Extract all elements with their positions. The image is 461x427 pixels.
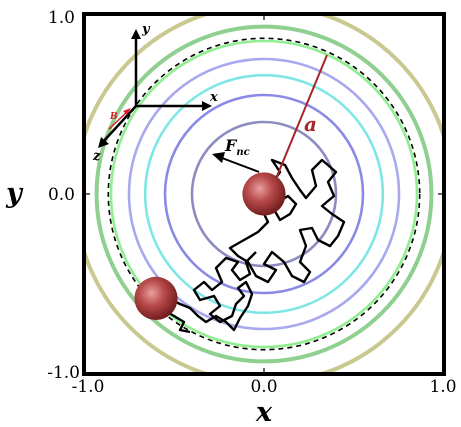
field-ring-1	[190, 120, 338, 268]
y-axis-label: y	[5, 178, 24, 209]
ytick-bottom: -1.0	[47, 363, 80, 383]
particles	[134, 172, 286, 320]
field-ring-2	[163, 93, 365, 295]
field-ring-4	[127, 57, 401, 331]
field-ring-3	[143, 73, 385, 315]
force-arrow	[221, 157, 260, 173]
random-walk-trajectory	[228, 158, 346, 284]
frame-z-label: z	[92, 149, 101, 164]
radius-label: a	[304, 112, 317, 136]
frame-x-label: x	[209, 90, 218, 105]
xtick-right: 1.0	[429, 377, 456, 397]
tick-marks	[84, 14, 444, 374]
xtick-left: -1.0	[72, 377, 105, 397]
field-label: B	[109, 112, 118, 122]
frame-y-label: y	[141, 22, 151, 37]
center-sphere	[242, 172, 286, 216]
x-axis-label: x	[255, 397, 273, 427]
field-ring-5	[109, 39, 419, 349]
field-arrow	[108, 110, 129, 130]
boundary-circle	[107, 37, 421, 351]
edge-sphere	[134, 276, 178, 320]
xtick-mid: 0.0	[250, 377, 277, 397]
radius-line	[267, 54, 328, 199]
ytick-mid: 0.0	[48, 185, 75, 205]
field-ring-6	[94, 24, 434, 364]
force-arrowhead	[212, 152, 225, 163]
force-label: Fnc	[224, 136, 250, 158]
field-rings	[84, 14, 444, 374]
ytick-top: 1.0	[48, 8, 75, 28]
coordinate-frame: x y z B	[92, 22, 218, 164]
